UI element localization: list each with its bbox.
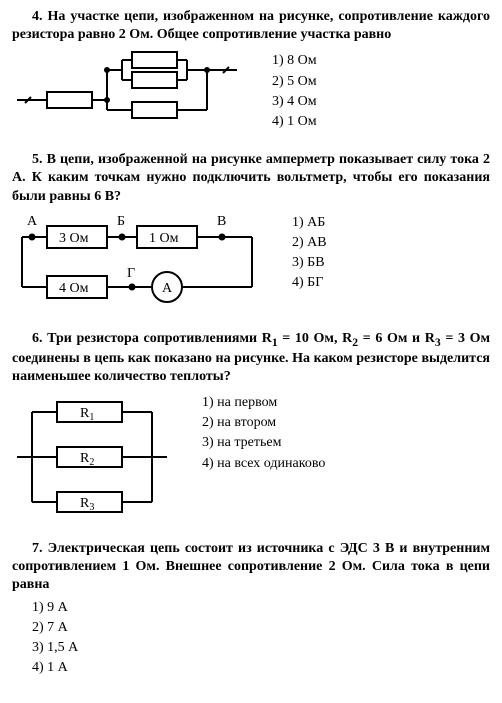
answer-option: 2) на втором bbox=[202, 414, 490, 432]
q6-part-0: Три резистора сопротивлениями R bbox=[47, 331, 272, 346]
question-4-diagram bbox=[12, 50, 242, 130]
label-R1: 1 Ом bbox=[149, 231, 179, 246]
answer-option: 2) АВ bbox=[292, 234, 490, 252]
question-6-answers: 1) на первом 2) на втором 3) на третьем … bbox=[202, 392, 490, 475]
answer-option: 4) на всех одинаково bbox=[202, 455, 490, 473]
question-4: 4. На участке цепи, изображенном на рису… bbox=[12, 8, 490, 133]
answer-option: 2) 5 Ом bbox=[272, 73, 490, 91]
q6-part-2: = 10 Ом, R bbox=[278, 331, 353, 346]
question-7-body: Электрическая цепь состоит из источника … bbox=[12, 541, 490, 592]
question-7-text: 7. Электрическая цепь состоит из источни… bbox=[12, 540, 490, 595]
question-5-number: 5. bbox=[32, 152, 43, 167]
answer-option: 1) 8 Ом bbox=[272, 52, 490, 70]
question-5-diagram: А Б В Г 3 Ом 1 Ом 4 Ом А bbox=[12, 212, 262, 312]
answer-option: 3) на третьем bbox=[202, 434, 490, 452]
label-R4: 4 Ом bbox=[59, 281, 89, 296]
question-5-text: 5. В цепи, изображенной на рисунке ампер… bbox=[12, 151, 490, 206]
label-B: Б bbox=[117, 214, 125, 229]
question-5-body: В цепи, изображенной на рисунке ампермет… bbox=[12, 152, 490, 203]
label-ammeter: А bbox=[162, 281, 173, 296]
question-6-number: 6. bbox=[32, 331, 43, 346]
answer-option: 3) БВ bbox=[292, 254, 490, 272]
question-5-row: А Б В Г 3 Ом 1 Ом 4 Ом А 1) АБ 2) АВ 3) … bbox=[12, 212, 490, 312]
question-7-answers: 1) 9 А 2) 7 А 3) 1,5 А 4) 1 А bbox=[32, 599, 490, 678]
answer-option: 1) 9 А bbox=[32, 599, 490, 617]
label-A: А bbox=[27, 214, 38, 229]
answer-option: 4) 1 А bbox=[32, 659, 490, 677]
answer-option: 2) 7 А bbox=[32, 619, 490, 637]
answer-option: 1) на первом bbox=[202, 394, 490, 412]
question-6-diagram: R1 R2 R3 bbox=[12, 392, 172, 522]
q6-part-4: = 6 Ом и R bbox=[358, 331, 435, 346]
label-R3: 3 Ом bbox=[59, 231, 89, 246]
question-5-answers: 1) АБ 2) АВ 3) БВ 4) БГ bbox=[292, 212, 490, 295]
label-V: В bbox=[217, 214, 226, 229]
answer-option: 1) АБ bbox=[292, 214, 490, 232]
question-4-row: 1) 8 Ом 2) 5 Ом 3) 4 Ом 4) 1 Ом bbox=[12, 50, 490, 133]
question-6: 6. Три резистора сопротивлениями R1 = 10… bbox=[12, 330, 490, 522]
question-7: 7. Электрическая цепь состоит из источни… bbox=[12, 540, 490, 677]
label-G: Г bbox=[127, 266, 135, 281]
question-4-number: 4. bbox=[32, 9, 43, 24]
answer-option: 3) 4 Ом bbox=[272, 93, 490, 111]
answer-option: 4) БГ bbox=[292, 274, 490, 292]
question-6-text: 6. Три резистора сопротивлениями R1 = 10… bbox=[12, 330, 490, 386]
answer-option: 3) 1,5 А bbox=[32, 639, 490, 657]
question-6-row: R1 R2 R3 1) на первом 2) на втором 3) на… bbox=[12, 392, 490, 522]
question-5: 5. В цепи, изображенной на рисунке ампер… bbox=[12, 151, 490, 312]
question-4-text: 4. На участке цепи, изображенном на рису… bbox=[12, 8, 490, 44]
answer-option: 4) 1 Ом bbox=[272, 113, 490, 131]
question-7-number: 7. bbox=[32, 541, 43, 556]
question-4-body: На участке цепи, изображенном на рисунке… bbox=[12, 9, 490, 42]
question-4-answers: 1) 8 Ом 2) 5 Ом 3) 4 Ом 4) 1 Ом bbox=[272, 50, 490, 133]
